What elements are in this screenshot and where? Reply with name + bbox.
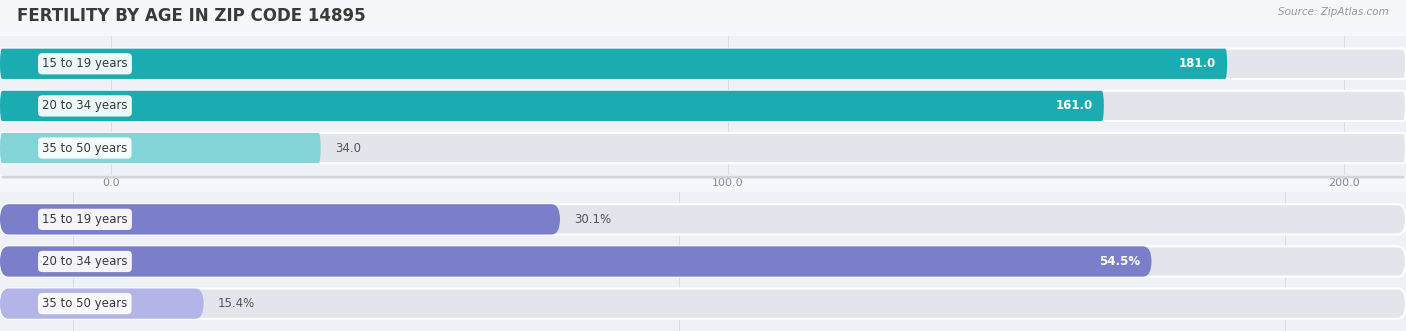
Text: 35 to 50 years: 35 to 50 years [42, 142, 128, 155]
FancyBboxPatch shape [0, 91, 1104, 121]
Text: 15 to 19 years: 15 to 19 years [42, 213, 128, 226]
Text: FERTILITY BY AGE IN ZIP CODE 14895: FERTILITY BY AGE IN ZIP CODE 14895 [17, 7, 366, 24]
Text: 34.0: 34.0 [335, 142, 361, 155]
FancyBboxPatch shape [0, 133, 1406, 163]
FancyBboxPatch shape [0, 49, 1406, 79]
Text: 15 to 19 years: 15 to 19 years [42, 57, 128, 70]
Text: 30.1%: 30.1% [574, 213, 612, 226]
FancyBboxPatch shape [0, 246, 1152, 277]
FancyBboxPatch shape [0, 49, 1227, 79]
FancyBboxPatch shape [0, 91, 1406, 121]
FancyBboxPatch shape [0, 288, 204, 319]
Text: 181.0: 181.0 [1178, 57, 1216, 70]
Text: 20 to 34 years: 20 to 34 years [42, 99, 128, 113]
FancyBboxPatch shape [0, 246, 1406, 277]
Text: 35 to 50 years: 35 to 50 years [42, 297, 128, 310]
Text: 15.4%: 15.4% [218, 297, 254, 310]
Text: 161.0: 161.0 [1056, 99, 1092, 113]
FancyBboxPatch shape [0, 133, 321, 163]
Text: 20 to 34 years: 20 to 34 years [42, 255, 128, 268]
Text: 54.5%: 54.5% [1099, 255, 1140, 268]
FancyBboxPatch shape [0, 204, 560, 235]
FancyBboxPatch shape [0, 204, 1406, 235]
FancyBboxPatch shape [0, 288, 1406, 319]
Text: Source: ZipAtlas.com: Source: ZipAtlas.com [1278, 7, 1389, 17]
